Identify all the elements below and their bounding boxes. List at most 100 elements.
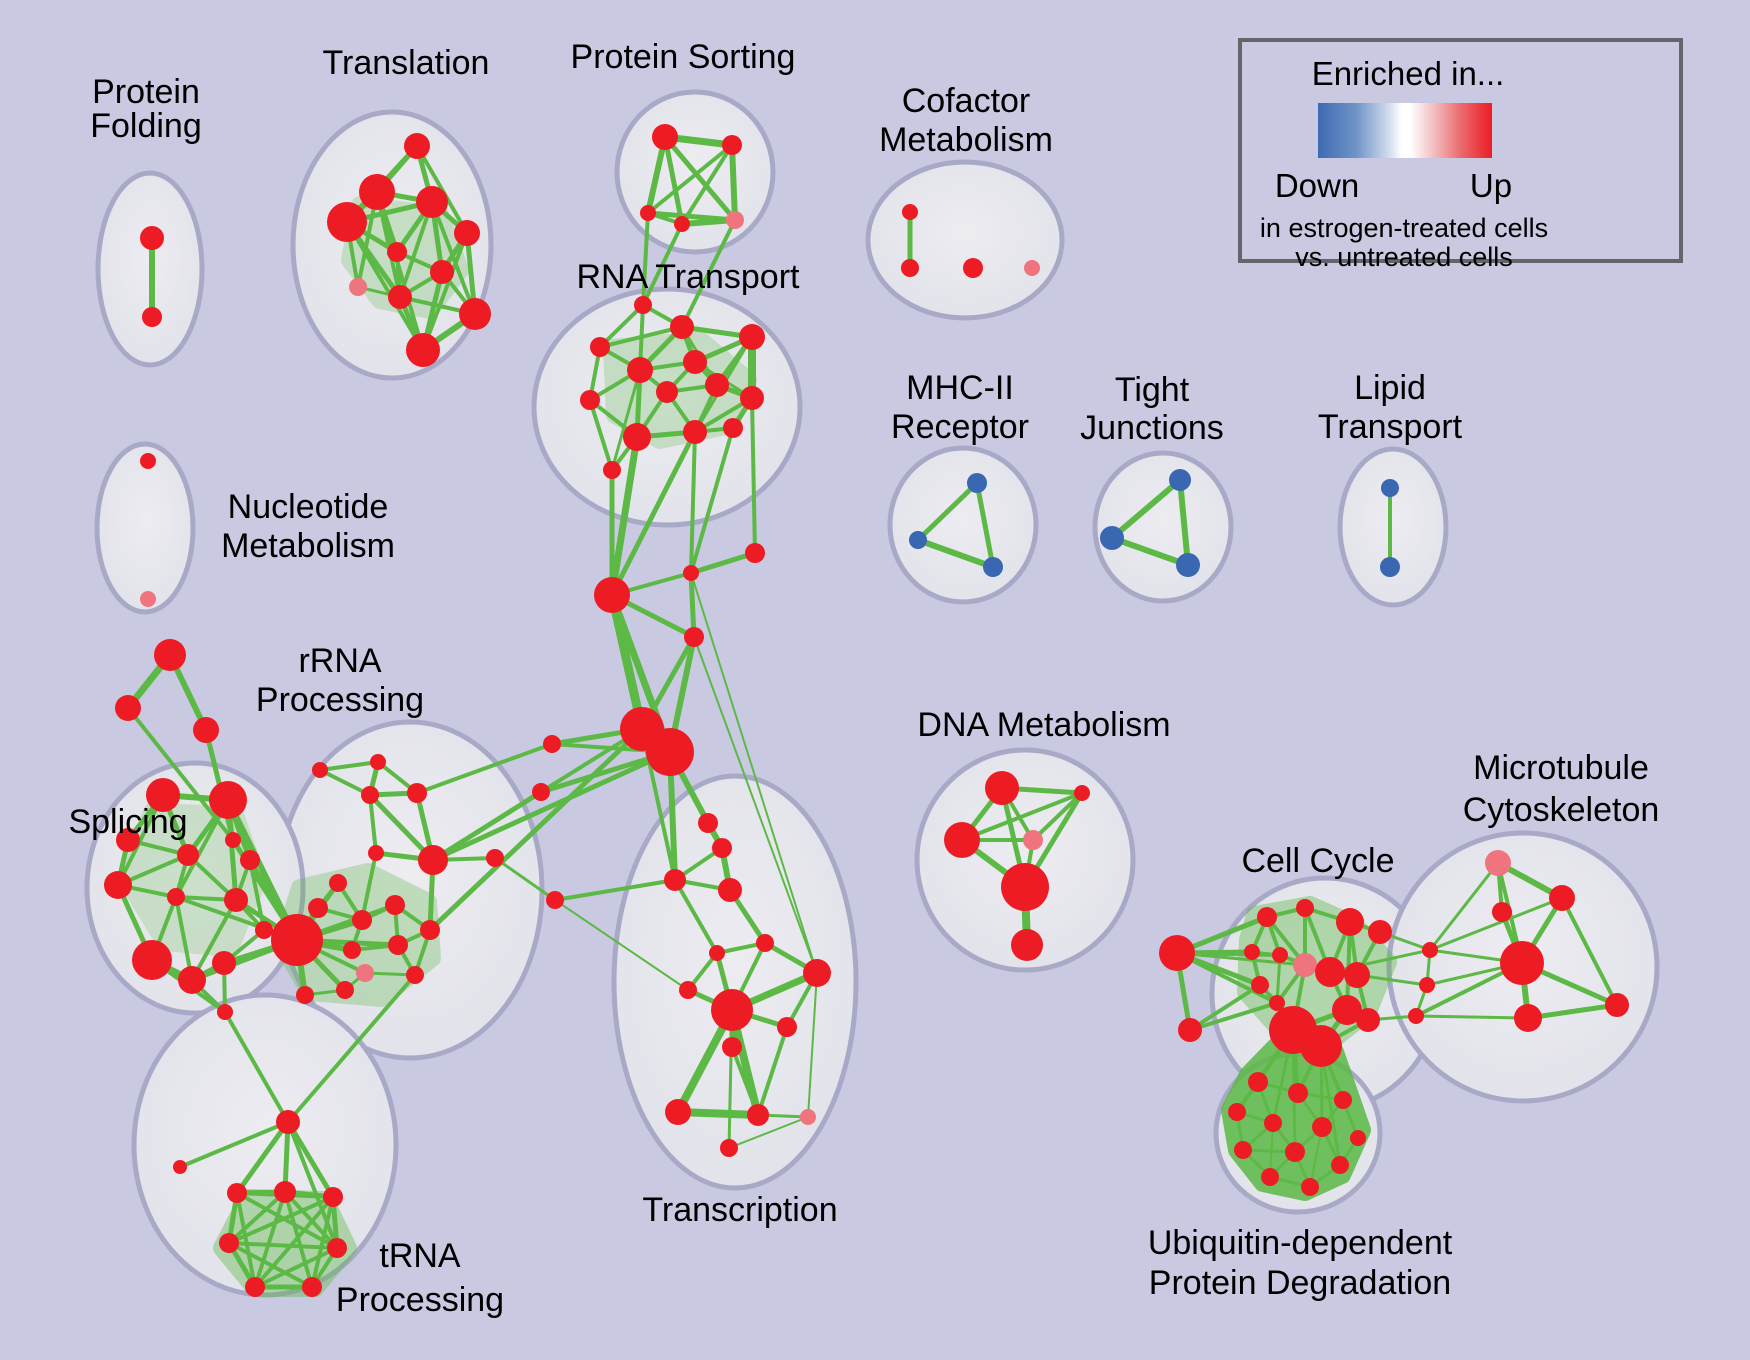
- gene-set-node-155: [1381, 479, 1399, 497]
- network-edge: [1428, 896, 1564, 952]
- network-edge: [360, 851, 378, 922]
- gene-set-node-54: [343, 941, 361, 959]
- gene-set-node-121: [1344, 962, 1370, 988]
- gene-set-node-74: [212, 951, 236, 975]
- network-edge: [598, 325, 684, 349]
- network-edge: [1414, 1014, 1530, 1020]
- network-edge: [427, 726, 645, 933]
- network-edge: [1525, 1002, 1620, 1021]
- cluster-ellipse-dna-metabolism: [914, 747, 1136, 973]
- legend-down-label: Down: [1274, 167, 1360, 204]
- gene-set-node-14: [722, 135, 742, 155]
- gene-set-node-64: [146, 778, 180, 812]
- gene-set-node-11: [459, 298, 491, 330]
- gene-set-node-17: [726, 211, 744, 229]
- gene-set-node-59: [296, 986, 314, 1004]
- network-edge: [729, 142, 738, 223]
- network-edge: [421, 231, 469, 352]
- gene-set-node-101: [665, 1099, 691, 1125]
- gene-set-node-27: [627, 357, 653, 383]
- network-edge: [662, 134, 738, 223]
- gene-set-node-30: [580, 390, 600, 410]
- gene-set-node-94: [709, 945, 725, 961]
- gene-set-node-127: [1419, 977, 1435, 993]
- gene-set-node-96: [679, 981, 697, 999]
- gene-set-node-107: [944, 822, 980, 858]
- network-edge: [693, 636, 818, 974]
- gene-set-node-156: [1380, 557, 1400, 577]
- gene-set-node-97: [803, 959, 831, 987]
- gene-set-node-18: [902, 204, 918, 220]
- gene-set-node-146: [1331, 1156, 1349, 1174]
- gene-set-node-154: [1176, 553, 1200, 577]
- cluster-ellipse-cofactor-metabolism: [865, 159, 1065, 321]
- gene-set-node-28: [705, 373, 729, 397]
- gene-set-node-103: [800, 1109, 816, 1125]
- cluster-label-translation: Translation: [323, 44, 490, 82]
- network-edge: [1109, 477, 1183, 541]
- network-edge: [662, 134, 685, 227]
- cluster-label-microtubule-cytoskeleton: Microtubule: [1473, 749, 1649, 787]
- network-edge: [1560, 896, 1619, 1007]
- gene-set-node-29: [656, 381, 678, 403]
- gene-set-node-83: [227, 1183, 247, 1203]
- gene-set-node-43: [532, 783, 550, 801]
- network-edge: [227, 1190, 287, 1245]
- network-edge: [727, 1008, 734, 1150]
- network-edge: [227, 1241, 314, 1289]
- gene-set-node-142: [1312, 1117, 1332, 1137]
- network-edge: [554, 899, 689, 991]
- cluster-label-dna-metabolism: DNA Metabolism: [917, 706, 1170, 744]
- network-edge: [960, 791, 1084, 842]
- gene-set-node-113: [1257, 907, 1277, 927]
- gene-set-node-140: [1228, 1103, 1246, 1121]
- cluster-label-trna-processing: Processing: [336, 1281, 504, 1319]
- network-edge: [1309, 1126, 1323, 1188]
- gene-set-node-112: [1178, 1018, 1202, 1042]
- cluster-label-rrna-processing: rRNA: [298, 642, 381, 680]
- gene-set-node-98: [711, 989, 753, 1031]
- gene-set-node-63: [356, 964, 374, 982]
- legend-title: Enriched in...: [1311, 55, 1505, 92]
- gene-set-node-25: [590, 337, 610, 357]
- gene-set-node-117: [1244, 944, 1260, 960]
- network-edge: [227, 1195, 335, 1245]
- network-edge: [1269, 1122, 1274, 1178]
- gene-set-node-139: [1334, 1091, 1352, 1109]
- network-edge: [318, 768, 372, 797]
- gene-set-node-132: [1549, 885, 1575, 911]
- gene-set-node-46: [407, 783, 427, 803]
- network-edge: [553, 878, 677, 902]
- network-edge: [1188, 1001, 1279, 1032]
- network-edge: [588, 398, 614, 472]
- network-edge: [126, 706, 235, 842]
- gene-set-node-69: [104, 871, 132, 899]
- gene-set-node-7: [387, 242, 407, 262]
- gene-set-node-47: [361, 786, 379, 804]
- gene-set-node-36: [594, 577, 630, 613]
- gene-set-node-89: [302, 1277, 322, 1297]
- gene-set-node-19: [901, 259, 919, 277]
- gene-set-node-82: [173, 1160, 187, 1174]
- gene-set-node-42: [543, 735, 561, 753]
- gene-set-node-153: [1100, 526, 1124, 550]
- gene-set-node-65: [209, 781, 247, 819]
- cluster-label-tight-junctions: Junctions: [1080, 409, 1224, 447]
- gene-set-node-128: [1408, 1008, 1424, 1024]
- cluster-label-ubiquitin-dependent-protein-degradation: Ubiquitin-dependent: [1148, 1224, 1453, 1262]
- gene-set-node-21: [1024, 260, 1040, 276]
- gene-set-node-118: [1272, 947, 1288, 963]
- gene-set-node-157: [140, 453, 156, 469]
- cluster-label-rrna-processing: Processing: [256, 681, 424, 719]
- gene-set-node-66: [116, 828, 140, 852]
- gene-set-node-115: [1336, 908, 1364, 936]
- network-edge: [728, 1116, 809, 1149]
- gene-set-node-134: [1500, 941, 1544, 985]
- legend-subtitle-line2: vs. untreated cells: [1295, 242, 1513, 272]
- gene-set-node-136: [1605, 993, 1629, 1017]
- gene-set-node-72: [132, 940, 172, 980]
- network-edge: [646, 143, 734, 215]
- network-edge: [1188, 983, 1262, 1032]
- cluster-label-protein-folding: Folding: [90, 107, 202, 145]
